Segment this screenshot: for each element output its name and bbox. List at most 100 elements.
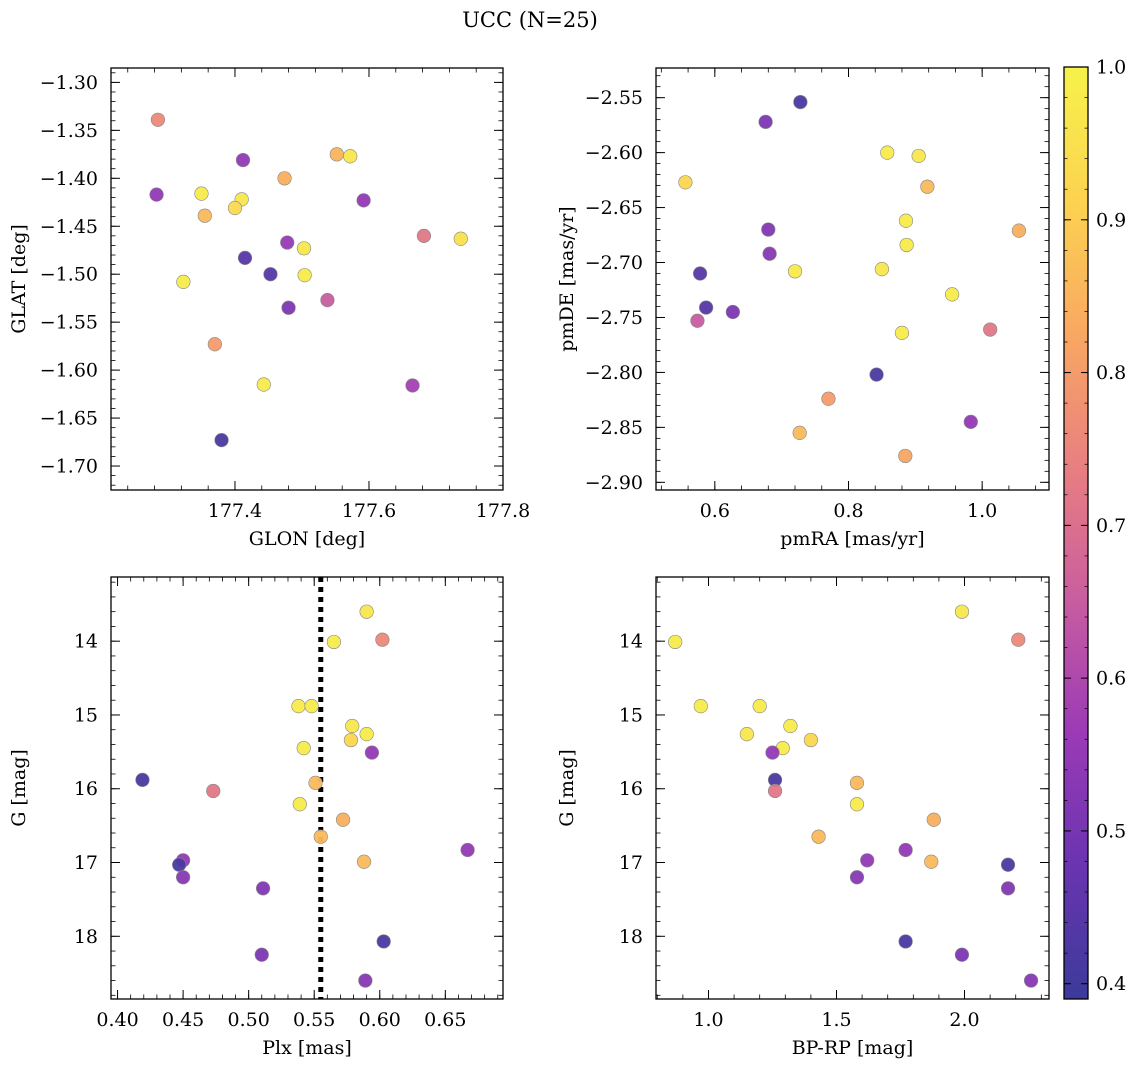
x-tick-label: 0.40: [96, 1009, 138, 1031]
data-point-1: [954, 604, 970, 619]
data-point-14: [292, 797, 307, 812]
data-point-17: [176, 274, 191, 289]
data-point-13: [787, 264, 803, 279]
data-point-3: [1011, 632, 1026, 647]
y-tick-label: −1.35: [40, 120, 98, 142]
data-point-14: [874, 262, 890, 277]
data-point-5: [235, 152, 251, 168]
y-tick-label: −1.65: [40, 408, 98, 430]
colorbar-bar: [1063, 66, 1089, 1000]
data-point-13: [263, 267, 278, 282]
scatter-panel-1: 177.4 177.6 177.8 −1.30 −1.35 −1.40 −1.45 −1.50…: [8, 67, 530, 550]
data-point-5: [304, 699, 319, 714]
data-point-19: [894, 325, 910, 340]
data-point-2: [326, 634, 341, 650]
data-point-23: [256, 377, 271, 392]
data-point-7: [227, 200, 243, 216]
data-point-2: [758, 114, 773, 129]
data-point-11: [356, 193, 371, 208]
axes-frame: [110, 576, 504, 1000]
data-point-1: [359, 604, 374, 619]
data-point-1: [150, 112, 166, 127]
y-tick-label: −2.70: [585, 252, 643, 274]
y-axis-label: pmDE [mas/yr]: [556, 206, 578, 351]
data-point-6: [345, 718, 360, 734]
data-point-2: [668, 634, 683, 650]
data-point-18: [281, 300, 296, 315]
data-point-12: [767, 783, 783, 799]
data-point-19: [320, 293, 335, 308]
scatter-panels: 177.4 177.6 177.8 −1.30 −1.35 −1.40 −1.45 −1.50…: [8, 67, 1050, 1059]
data-point-9: [329, 147, 344, 162]
y-tick-label: −1.70: [40, 456, 98, 478]
data-point-22: [821, 391, 836, 406]
data-point-13: [849, 775, 865, 790]
data-point-25: [214, 433, 229, 448]
data-point-14: [849, 797, 865, 812]
x-tick-label: 0.60: [359, 1009, 401, 1031]
x-tick-label: 177.6: [342, 500, 396, 522]
data-point-12: [237, 250, 253, 265]
data-point-16: [297, 268, 312, 283]
data-point-15: [335, 812, 351, 827]
data-point-9: [1011, 223, 1027, 238]
data-point-16: [313, 829, 328, 844]
data-point-24: [963, 414, 978, 429]
data-point-10: [343, 149, 358, 164]
y-tick-label: −2.90: [585, 472, 643, 494]
colorbar-tick-label: 0.6: [1096, 668, 1126, 690]
data-point-22: [255, 881, 271, 896]
plot-area: [135, 577, 475, 999]
y-tick-label: −2.85: [585, 417, 643, 439]
data-point-14: [280, 235, 295, 250]
data-point-18: [944, 287, 960, 302]
data-point-3: [880, 145, 895, 160]
data-point-12: [693, 266, 708, 281]
y-tick-label: −1.40: [40, 168, 98, 190]
data-point-24: [405, 378, 420, 393]
y-tick-label: −2.65: [585, 197, 643, 219]
colorbar-tick-label: 0.9: [1096, 209, 1126, 231]
data-point-23: [792, 425, 807, 440]
colorbar-tick-label: 1.0: [1096, 57, 1126, 79]
scatter-panel-2: 0.6 0.8 1.0 −2.55 −2.60 −2.65 −2.70 −2.75 −2.80 −…: [556, 67, 1050, 550]
data-point-20: [356, 854, 372, 869]
data-point-21: [460, 842, 475, 858]
y-axis-label: G [mag]: [8, 749, 30, 827]
scatter-panel-4: 1.0 1.5 2.0 14 15 16 17 18 BP-RP [mag] G [mag]: [556, 576, 1050, 1059]
data-point-21: [453, 231, 468, 246]
data-point-7: [898, 213, 914, 228]
data-point-22: [1000, 881, 1016, 896]
data-point-25: [358, 973, 373, 988]
y-tick-label: −2.80: [585, 362, 643, 384]
colorbar: 0.4 0.5 0.6 0.7 0.8 0.9 1.0: [1063, 57, 1126, 1000]
data-point-9: [296, 741, 311, 756]
data-point-17: [690, 313, 705, 328]
y-tick-label: −1.30: [40, 72, 98, 94]
colorbar-tick-label: 0.5: [1096, 820, 1126, 842]
y-tick-label: 15: [619, 704, 643, 726]
data-point-4: [911, 148, 926, 164]
y-tick-label: 18: [74, 926, 98, 948]
y-tick-label: −1.55: [40, 312, 98, 334]
y-tick-label: −2.75: [585, 307, 643, 329]
data-point-25: [1023, 973, 1039, 988]
data-point-8: [343, 732, 359, 748]
data-point-13: [308, 775, 323, 790]
scatter-panel-3: 0.40 0.45 0.50 0.55 0.60 0.65 14 15 16 17 18 Plx [m…: [8, 576, 504, 1059]
x-axis-label: Plx [mas]: [262, 1037, 352, 1059]
data-point-11: [135, 772, 150, 787]
data-point-8: [803, 732, 818, 748]
data-point-10: [364, 745, 379, 760]
data-point-12: [206, 783, 221, 799]
x-tick-label: 2.0: [949, 1009, 979, 1031]
data-point-19: [924, 854, 939, 869]
x-tick-label: 0.6: [700, 500, 730, 522]
axes-frame: [655, 576, 1050, 1000]
y-tick-label: 14: [619, 631, 643, 653]
data-point-1: [793, 94, 808, 110]
y-tick-label: 18: [619, 926, 643, 948]
data-point-6: [739, 727, 754, 742]
plot-area: [149, 112, 468, 448]
